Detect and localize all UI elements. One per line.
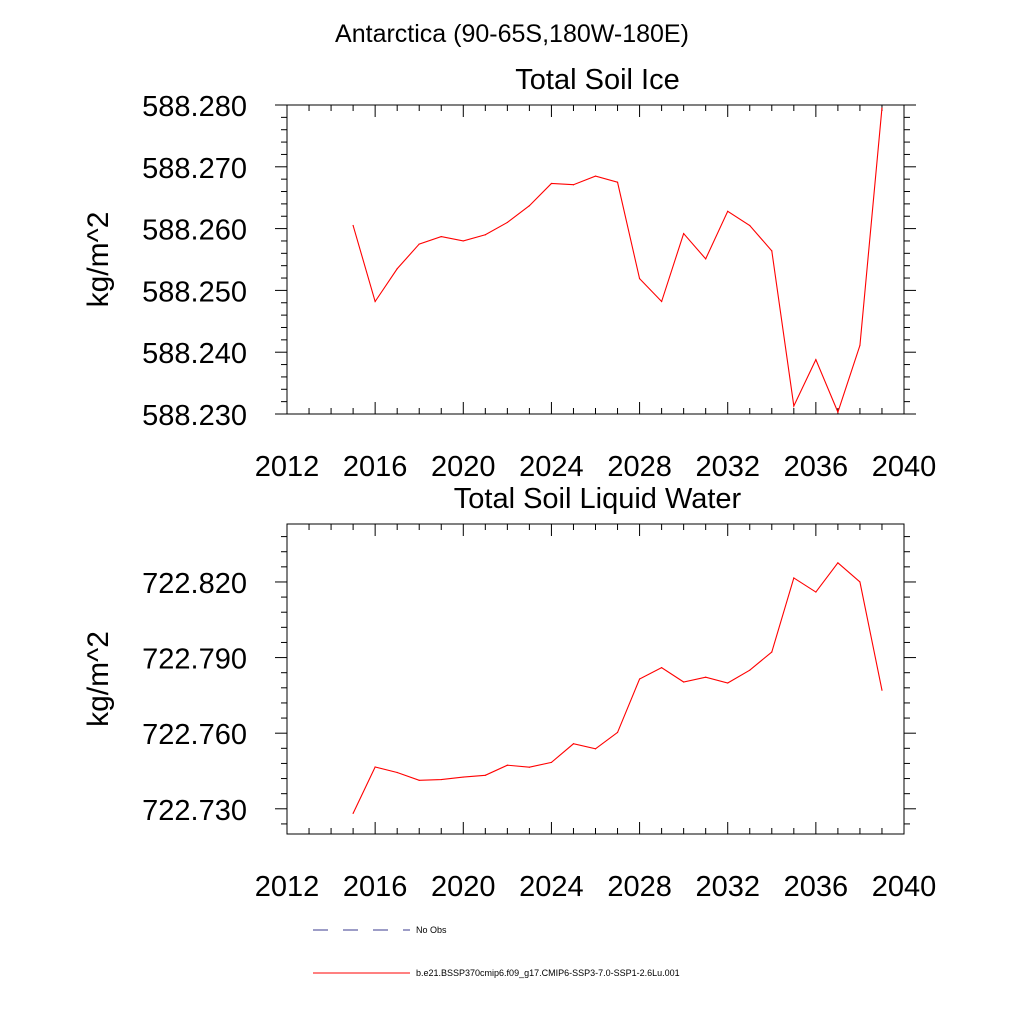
data-point <box>881 689 883 691</box>
x-tick-label: 2036 <box>784 451 849 483</box>
data-point <box>749 224 751 227</box>
plot-frame <box>286 523 905 835</box>
data-point <box>793 577 795 579</box>
x-tick-label: 2028 <box>607 871 672 903</box>
legend-label: No Obs <box>416 925 447 935</box>
data-point <box>859 581 861 583</box>
x-tick-label: 2028 <box>607 451 672 483</box>
y-tick-label: 722.790 <box>142 644 247 676</box>
data-point <box>771 651 773 653</box>
y-tick-label: 588.270 <box>142 153 247 185</box>
y-axis-label: kg/m^2 <box>82 631 115 727</box>
y-tick-label: 722.820 <box>142 568 247 600</box>
data-point <box>462 240 464 242</box>
x-tick-label: 2016 <box>343 871 408 903</box>
x-tick-label: 2040 <box>872 871 937 903</box>
y-tick-label: 588.240 <box>142 338 247 370</box>
legend: No Obs b.e21.BSSP370cmip6.f09_g17.CMIP6-S… <box>313 925 680 978</box>
data-point <box>528 205 530 207</box>
x-tick-label: 2024 <box>519 871 584 903</box>
data-point <box>616 731 619 734</box>
data-point <box>705 258 707 260</box>
data-point <box>374 300 376 303</box>
data-point <box>616 181 619 183</box>
data-point <box>484 774 486 776</box>
y-tick-label: 722.760 <box>142 719 247 751</box>
data-point <box>638 678 641 680</box>
x-tick-label: 2012 <box>255 451 320 483</box>
data-point <box>572 184 575 186</box>
x-tick-label: 2020 <box>431 451 496 483</box>
data-point <box>418 243 420 245</box>
x-tick-label: 2024 <box>519 451 584 483</box>
data-point <box>661 300 663 303</box>
legend-label: b.e21.BSSP370cmip6.f09_g17.CMIP6-SSP3-7.… <box>416 968 680 978</box>
series-line <box>352 562 883 814</box>
y-tick-label: 722.730 <box>142 795 247 827</box>
data-point <box>594 175 597 177</box>
y-tick-label: 588.260 <box>142 215 247 247</box>
data-point <box>705 676 707 678</box>
x-tick-label: 2032 <box>695 871 760 903</box>
x-tick-label: 2040 <box>872 451 937 483</box>
x-tick-label: 2012 <box>255 871 320 903</box>
chart-title: Total Soil Liquid Water <box>454 483 742 515</box>
x-tick-label: 2036 <box>784 871 849 903</box>
data-point <box>661 667 663 669</box>
data-point <box>440 778 442 781</box>
data-point <box>396 771 398 774</box>
data-point <box>484 234 486 236</box>
x-tick-label: 2020 <box>431 871 496 903</box>
data-point <box>440 236 442 238</box>
data-point <box>683 681 685 683</box>
data-point <box>352 812 354 814</box>
data-point <box>638 278 641 280</box>
x-tick-label: 2016 <box>343 451 408 483</box>
panel-total-soil-ice: Total Soil Ice kg/m^2 2012 2016 2020 2024 2028… <box>82 64 936 483</box>
y-tick-label: 588.280 <box>142 91 247 123</box>
data-point <box>462 776 464 778</box>
panel-total-soil-liquid-water: Total Soil Liquid Water kg/m^2 2012 2016 202… <box>82 483 936 903</box>
data-point <box>771 250 773 252</box>
y-axis-label: kg/m^2 <box>82 212 115 308</box>
data-point <box>793 405 795 407</box>
y-tick-label: 588.230 <box>142 400 247 432</box>
chart-title: Total Soil Ice <box>515 64 679 96</box>
data-point <box>749 669 751 671</box>
data-point <box>506 221 508 224</box>
data-point <box>374 766 376 768</box>
data-point <box>683 232 685 235</box>
y-tick-label: 588.250 <box>142 276 247 308</box>
page-title: Antarctica (90-65S,180W-180E) <box>335 20 689 48</box>
data-point <box>352 224 354 227</box>
data-point <box>837 562 839 564</box>
data-point <box>727 210 729 212</box>
data-point <box>727 682 729 684</box>
data-point <box>418 779 420 781</box>
series-line <box>352 108 883 414</box>
data-point <box>881 107 883 109</box>
data-point <box>550 761 553 764</box>
data-point <box>859 344 861 347</box>
data-point <box>815 359 817 361</box>
data-point <box>594 748 597 750</box>
data-point <box>815 591 817 593</box>
x-tick-label: 2032 <box>695 451 760 483</box>
data-point <box>396 268 398 270</box>
data-point <box>550 182 553 185</box>
data-point <box>506 764 508 766</box>
data-point <box>572 743 575 745</box>
data-point <box>528 766 530 768</box>
data-point <box>837 411 839 413</box>
